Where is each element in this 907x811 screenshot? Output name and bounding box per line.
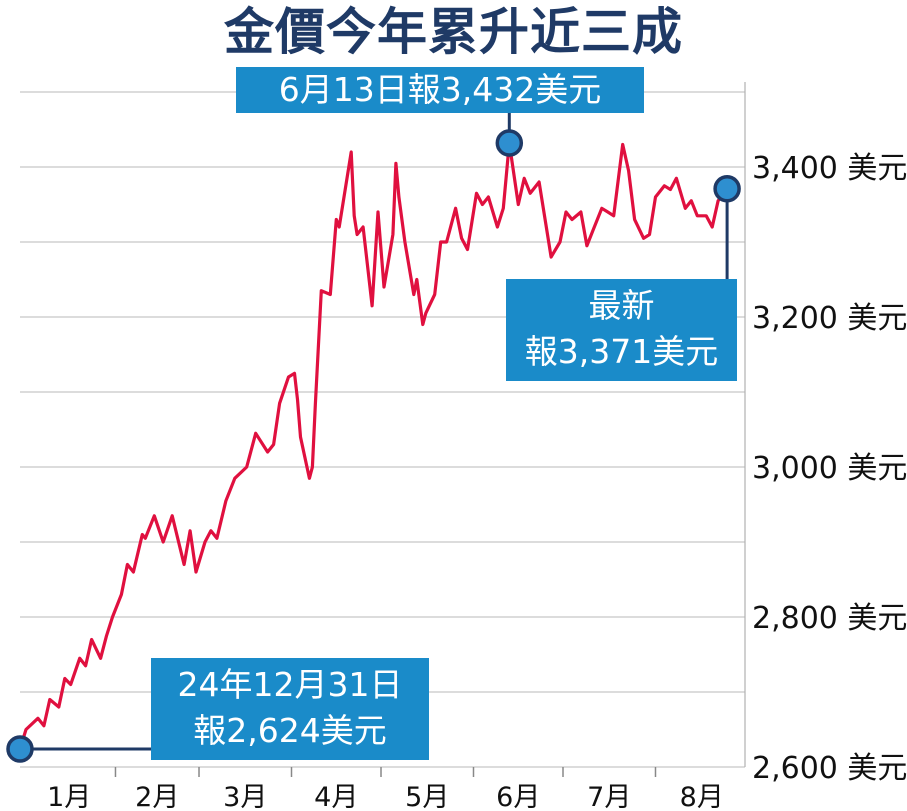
- y-tick-label: 3,000 美元: [752, 451, 907, 486]
- x-tick-label: 5月: [405, 782, 449, 811]
- x-tick-label: 2月: [135, 782, 179, 811]
- marker-latest: [713, 175, 741, 203]
- callout-start-line1: 24年12月31日: [177, 665, 403, 704]
- leader-lines: [20, 113, 729, 751]
- callout-peak-text: 6月13日報3,432美元: [278, 70, 602, 109]
- y-tick-label: 3,400 美元: [752, 151, 907, 186]
- markers: [6, 129, 741, 763]
- x-tick-label: 6月: [496, 782, 540, 811]
- callout-start: 24年12月31日 報2,624美元: [151, 658, 429, 760]
- marker-peak: [495, 129, 524, 157]
- callout-start-line2: 報2,624美元: [193, 711, 387, 750]
- x-tick-label: 4月: [314, 782, 358, 811]
- marker-start: [6, 735, 34, 763]
- callout-latest-line1: 最新: [588, 286, 655, 325]
- chart-title: 金價今年累升近三成: [224, 3, 683, 61]
- x-axis: 1月 2月 3月 4月 5月 6月 7月 8月: [47, 767, 724, 811]
- callout-latest: 最新 報3,371美元: [506, 279, 737, 381]
- y-tick-label: 2,600 美元: [752, 751, 907, 786]
- callout-peak: 6月13日報3,432美元: [236, 67, 644, 113]
- x-tick-label: 7月: [587, 782, 631, 811]
- y-tick-label: 2,800 美元: [752, 601, 907, 636]
- series-layer: [18, 141, 729, 751]
- x-tick-label: 8月: [680, 782, 724, 811]
- y-axis: 2,600 美元 2,800 美元 3,000 美元 3,200 美元 3,400 美元: [752, 151, 907, 786]
- y-tick-label: 3,200 美元: [752, 301, 907, 336]
- x-tick-label: 3月: [223, 782, 267, 811]
- callout-latest-line2: 報3,371美元: [524, 332, 719, 371]
- x-tick-label: 1月: [47, 782, 91, 811]
- series-line: [18, 141, 729, 751]
